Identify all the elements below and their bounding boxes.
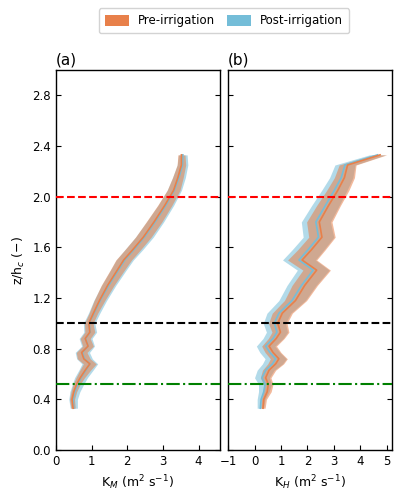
- Text: (a): (a): [56, 52, 77, 68]
- X-axis label: K$_H$ (m$^2$ s$^{-1}$): K$_H$ (m$^2$ s$^{-1}$): [274, 474, 346, 492]
- X-axis label: K$_M$ (m$^2$ s$^{-1}$): K$_M$ (m$^2$ s$^{-1}$): [102, 474, 174, 492]
- Y-axis label: z/h$_c$ (−): z/h$_c$ (−): [11, 236, 27, 284]
- Text: (b): (b): [228, 52, 250, 68]
- Legend: Pre-irrigation, Post-irrigation: Pre-irrigation, Post-irrigation: [99, 8, 349, 33]
